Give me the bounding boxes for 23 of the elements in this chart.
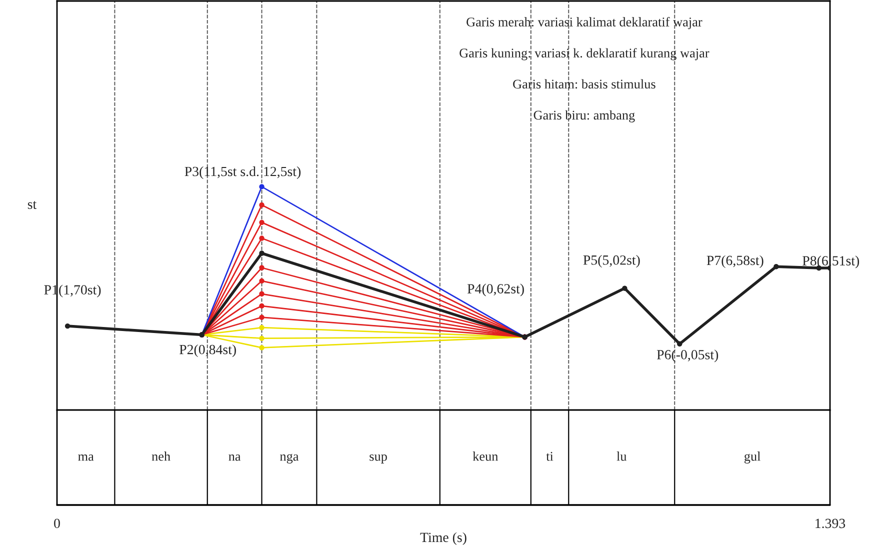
text: Garis merah: variasi kalimat deklaratif wajar [466,17,702,30]
text: Garis kuning: variasi k. deklaratif kurang wajar [460,48,710,60]
text: na [228,454,241,461]
text: neh [152,452,170,461]
annotation: P4(0,62st) [467,284,524,296]
y-axis-title: st [28,201,37,209]
annotation: P6(-0,05st) [656,350,718,362]
annotation: P2(0,84st) [179,344,236,358]
text: Garis hitam: basis stimulus [513,79,656,89]
text: gul [744,452,760,464]
text: ti [546,452,554,461]
annotation: P7(6,58st) [706,255,764,268]
annotation: P5(5,02st) [583,255,640,268]
text: ma [78,454,94,461]
text: keun [472,452,498,461]
text: Garis biru: ambang [534,110,635,122]
x-tick-label: 1.393 [816,518,846,528]
text: lu [616,452,627,461]
text: sup [370,454,387,464]
x-tick-label: 0 [54,518,60,528]
text: nga [280,454,299,464]
annotation: P3(11,5st s.d. 12,5st) [184,166,301,179]
x-axis-title: Time (s) [420,532,466,545]
